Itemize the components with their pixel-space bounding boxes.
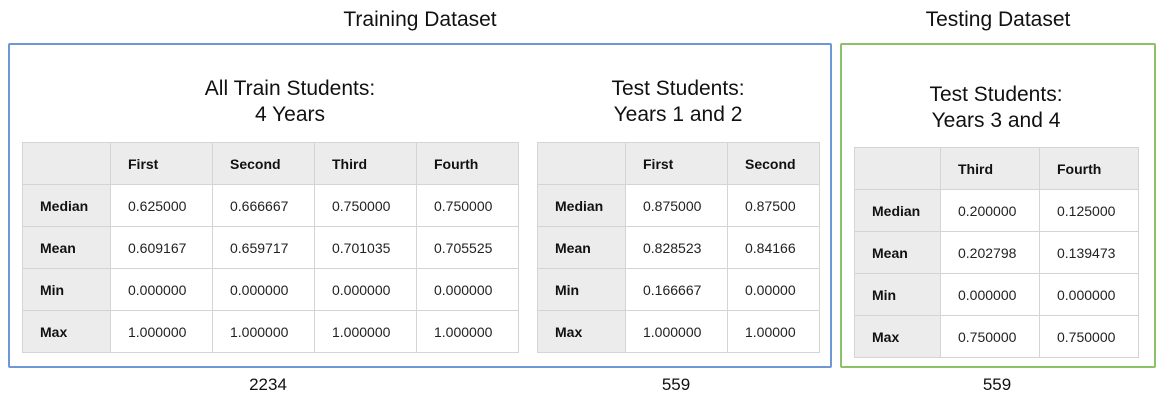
- table-cell: 0.202798: [940, 231, 1040, 274]
- table-cell: 0.659717: [212, 226, 315, 269]
- table-cell: 1.000000: [110, 310, 213, 353]
- table-cell: 0.166667: [625, 268, 728, 311]
- column-header: Second: [212, 142, 315, 185]
- heading-line: Years 1 and 2: [613, 103, 743, 126]
- stats-table-all-train: First Second Third Fourth Median 0.62500…: [22, 142, 519, 353]
- table-cell: 0.750000: [940, 315, 1040, 358]
- table-row: Min 0.000000 0.000000 0.000000 0.000000: [22, 268, 519, 311]
- table-cell: 0.84166: [727, 226, 820, 269]
- row-label: Mean: [22, 226, 111, 269]
- table-row: Min 0.166667 0.00000: [537, 268, 820, 311]
- row-label: Max: [537, 310, 626, 353]
- column-header: First: [110, 142, 213, 185]
- column-header: Second: [727, 142, 820, 185]
- table-cell: 0.609167: [110, 226, 213, 269]
- table-row: Mean 0.202798 0.139473: [854, 231, 1139, 274]
- table-row: Max 0.750000 0.750000: [854, 315, 1139, 358]
- table-row: Max 1.000000 1.000000 1.000000 1.000000: [22, 310, 519, 353]
- row-label: Max: [22, 310, 111, 353]
- table-cell: 0.875000: [625, 184, 728, 227]
- sample-count-test-years-1-2: 559: [661, 375, 691, 394]
- training-dataset-title: Training Dataset: [343, 8, 497, 31]
- table-header-row: First Second: [537, 142, 820, 185]
- row-label: Mean: [537, 226, 626, 269]
- row-label: Min: [22, 268, 111, 311]
- table-cell: 0.750000: [1039, 315, 1139, 358]
- row-label: Median: [537, 184, 626, 227]
- table-heading-all-train: All Train Students: 4 Years: [130, 76, 450, 128]
- column-header: Third: [314, 142, 417, 185]
- table-cell: 0.139473: [1039, 231, 1139, 274]
- table-cell: 0.750000: [416, 184, 519, 227]
- stats-table-test-years-3-4: Third Fourth Median 0.200000 0.125000 Me…: [854, 147, 1139, 358]
- heading-line: Years 3 and 4: [931, 109, 1061, 132]
- table-row: Median 0.875000 0.87500: [537, 184, 820, 227]
- table-header-row: Third Fourth: [854, 147, 1139, 190]
- column-header: Fourth: [416, 142, 519, 185]
- table-corner-cell: [22, 142, 111, 185]
- heading-line: All Train Students:: [204, 77, 376, 100]
- column-header: Third: [940, 147, 1040, 190]
- table-heading-test-years-3-4: Test Students: Years 3 and 4: [854, 82, 1138, 134]
- row-label: Min: [537, 268, 626, 311]
- table-cell: 0.000000: [212, 268, 315, 311]
- table-cell: 1.000000: [212, 310, 315, 353]
- sample-count-all-train: 2234: [249, 375, 287, 394]
- table-cell: 0.000000: [314, 268, 417, 311]
- table-cell: 1.000000: [314, 310, 417, 353]
- column-header: First: [625, 142, 728, 185]
- row-label: Min: [854, 273, 941, 316]
- row-label: Mean: [854, 231, 941, 274]
- heading-line: Test Students:: [611, 77, 745, 100]
- table-row: Median 0.625000 0.666667 0.750000 0.7500…: [22, 184, 519, 227]
- table-cell: 0.000000: [1039, 273, 1139, 316]
- row-label: Median: [854, 189, 941, 232]
- testing-dataset-box: [840, 43, 1156, 368]
- table-row: Mean 0.609167 0.659717 0.701035 0.705525: [22, 226, 519, 269]
- heading-line: Test Students:: [929, 83, 1063, 106]
- column-header: Fourth: [1039, 147, 1139, 190]
- table-cell: 0.87500: [727, 184, 820, 227]
- table-corner-cell: [854, 147, 941, 190]
- row-label: Median: [22, 184, 111, 227]
- table-cell: 1.000000: [625, 310, 728, 353]
- table-corner-cell: [537, 142, 626, 185]
- training-dataset-box: [8, 43, 832, 368]
- table-row: Max 1.000000 1.00000: [537, 310, 820, 353]
- heading-line: 4 Years: [254, 103, 326, 126]
- table-cell: 0.666667: [212, 184, 315, 227]
- table-cell: 0.750000: [314, 184, 417, 227]
- stats-table-test-years-1-2: First Second Median 0.875000 0.87500 Mea…: [537, 142, 820, 353]
- sample-count-test-years-3-4: 559: [982, 375, 1012, 394]
- table-heading-test-years-1-2: Test Students: Years 1 and 2: [537, 76, 819, 128]
- table-row: Min 0.000000 0.000000: [854, 273, 1139, 316]
- table-row: Mean 0.828523 0.84166: [537, 226, 820, 269]
- table-cell: 0.200000: [940, 189, 1040, 232]
- table-cell: 0.000000: [416, 268, 519, 311]
- table-cell: 0.000000: [110, 268, 213, 311]
- row-label: Max: [854, 315, 941, 358]
- table-row: Median 0.200000 0.125000: [854, 189, 1139, 232]
- table-cell: 1.000000: [416, 310, 519, 353]
- testing-dataset-title: Testing Dataset: [925, 8, 1071, 31]
- table-cell: 0.000000: [940, 273, 1040, 316]
- table-cell: 0.625000: [110, 184, 213, 227]
- table-cell: 0.00000: [727, 268, 820, 311]
- table-cell: 0.125000: [1039, 189, 1139, 232]
- table-cell: 0.828523: [625, 226, 728, 269]
- table-cell: 0.701035: [314, 226, 417, 269]
- table-cell: 0.705525: [416, 226, 519, 269]
- table-header-row: First Second Third Fourth: [22, 142, 519, 185]
- table-cell: 1.00000: [727, 310, 820, 353]
